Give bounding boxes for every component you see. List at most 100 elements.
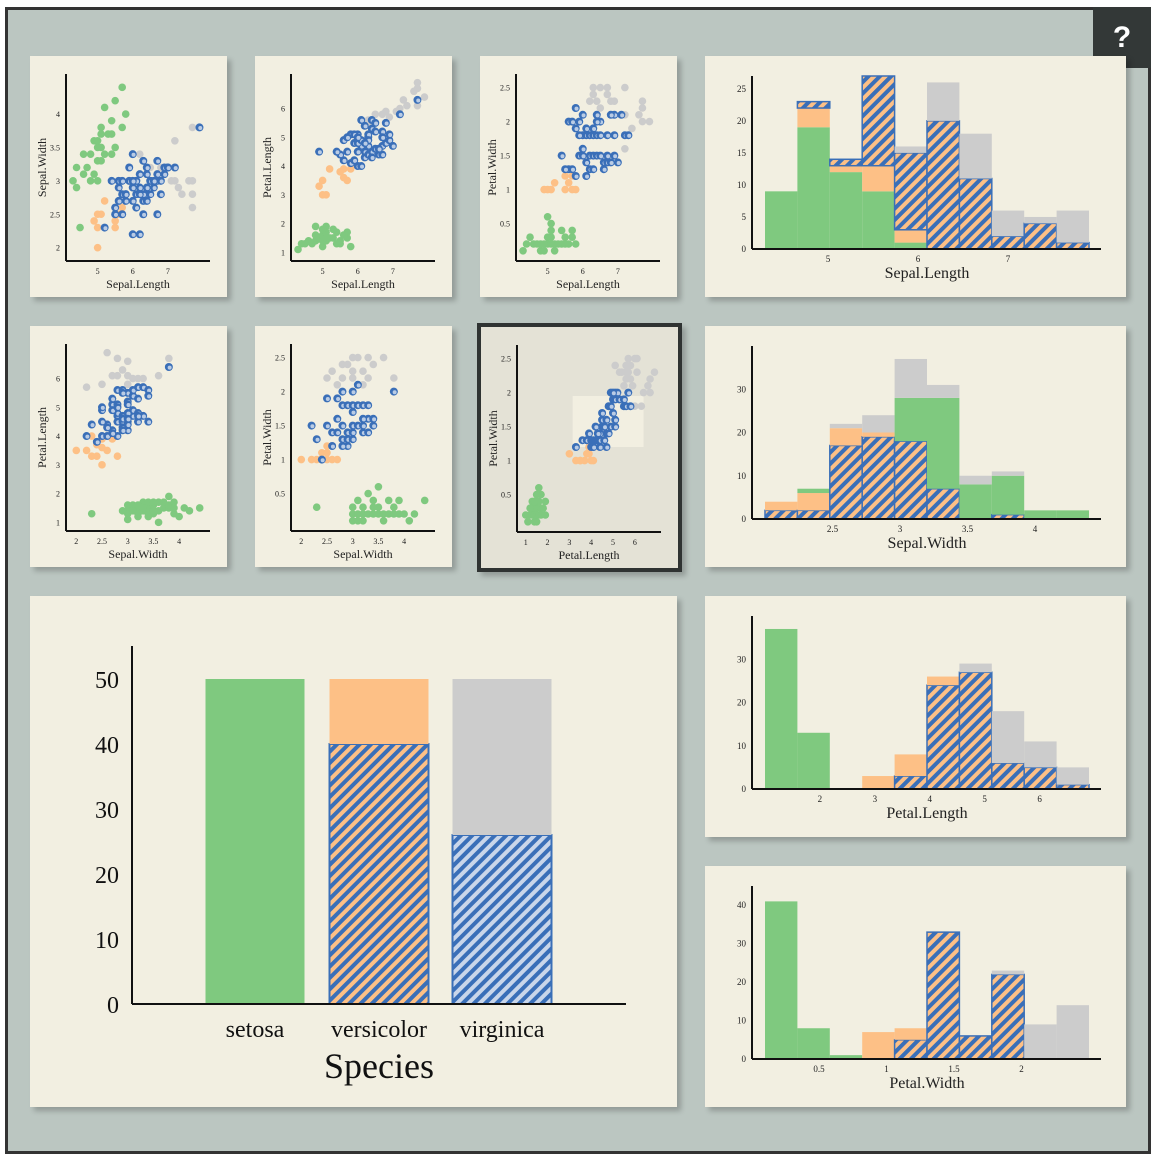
data-point-versicolor	[98, 461, 106, 469]
data-point-versicolor	[561, 172, 569, 180]
data-point-versicolor	[297, 455, 306, 464]
data-point-setosa	[354, 496, 362, 505]
data-point-versicolor	[576, 456, 585, 465]
data-point-setosa	[72, 163, 81, 172]
data-point-selected-highlight	[578, 133, 583, 138]
data-point-setosa	[374, 483, 383, 491]
data-point-selected-highlight	[613, 425, 618, 430]
histogram-panel-petal-width[interactable]: 0.5 1 1.5 2 0 10 20 30 40 Petal.Width	[705, 866, 1126, 1107]
x-tick-label: 4	[1033, 524, 1038, 534]
data-point-selected-highlight	[120, 179, 125, 184]
data-point-setosa	[524, 518, 532, 526]
data-point-virginica	[359, 367, 367, 375]
data-point-versicolor	[565, 450, 574, 458]
data-point-selected-highlight	[138, 172, 143, 177]
x-tick-label: 4	[589, 538, 593, 547]
bar-selected	[926, 120, 961, 250]
data-point-setosa	[93, 177, 102, 185]
scatter-panel-sepal-length-vs-petal-width[interactable]: 5 6 7 0.5 1 1.5 2 2.5 Sepal.Length Petal.Width	[480, 56, 677, 297]
data-point-setosa	[83, 163, 91, 172]
data-point-versicolor	[561, 185, 569, 194]
data-point-virginica	[188, 203, 197, 212]
data-point-setosa	[535, 484, 543, 492]
data-point-virginica	[171, 136, 179, 145]
bar-selected	[1023, 766, 1058, 790]
bar-virginica	[927, 82, 960, 121]
data-point-selected-highlight	[585, 127, 590, 131]
data-point-selected-highlight	[356, 383, 361, 388]
data-point-selected-highlight	[100, 420, 105, 425]
bar-selected	[893, 152, 928, 231]
y-tick-label: 30	[737, 939, 747, 949]
bar-selected	[926, 931, 961, 1060]
data-point-virginica	[323, 374, 331, 382]
bar-selected	[991, 762, 1025, 790]
data-point-setosa	[329, 225, 337, 234]
data-point-selected-highlight	[570, 167, 575, 172]
x-tick-label: 3	[351, 537, 355, 546]
y-tick-label: 15	[737, 148, 747, 158]
bar-selected	[1023, 222, 1058, 250]
data-point-selected-highlight	[116, 405, 121, 410]
x-tick-label: 7	[616, 267, 620, 276]
data-point-versicolor	[589, 456, 598, 465]
x-tick-label: 2	[74, 537, 78, 546]
data-point-versicolor	[72, 446, 81, 455]
data-point-virginica	[596, 83, 605, 92]
x-tick-label: 3.5	[962, 524, 974, 534]
data-point-selected-highlight	[613, 418, 618, 423]
x-tick-label: 2.5	[827, 524, 839, 534]
scatter-panel-sepal-length-vs-sepal-width[interactable]: 5 6 7 2 2.5 3 3.5 4 Sepal.Length Sepal.Width	[30, 56, 227, 297]
bar-selected	[991, 235, 1025, 250]
data-point-virginica	[98, 380, 106, 389]
data-point-virginica	[348, 367, 357, 375]
points-virginica	[82, 348, 173, 391]
x-axis-label: Petal.Width	[889, 1075, 964, 1092]
bar-selected	[991, 973, 1025, 1060]
category-label-versicolor: versicolor	[331, 1017, 427, 1043]
data-point-selected-highlight	[111, 408, 116, 413]
data-point-virginica	[390, 374, 398, 382]
scatter-panel-sepal-width-vs-petal-width[interactable]: 2 2.5 3 3.5 4 0.5 1 1.5 2 2.5 Sepal.Width Petal.Wid…	[255, 326, 452, 567]
data-point-virginica	[399, 96, 408, 104]
histogram-panel-sepal-length[interactable]: 5 6 7 0 5 10 15 20 25 Sepal.Length	[705, 56, 1126, 297]
data-point-selected-highlight	[320, 458, 325, 463]
data-point-selected-highlight	[620, 113, 625, 118]
histogram-panel-sepal-width[interactable]: 2.5 3 3.5 4 0 10 20 30 Sepal.Width	[705, 326, 1126, 567]
data-point-versicolor	[325, 165, 334, 173]
points-selected	[100, 123, 204, 239]
data-point-setosa	[97, 157, 105, 165]
y-axis-label: Petal.Length	[35, 407, 49, 468]
data-point-virginica	[638, 104, 647, 112]
x-axis-label: Sepal.Length	[885, 265, 970, 282]
data-point-setosa	[532, 518, 541, 526]
data-point-selected-highlight	[574, 174, 579, 179]
scatter-panel-sepal-length-vs-petal-length[interactable]: 5 6 7 1 2 3 4 5 6 Sepal.Length Petal.Length	[255, 56, 452, 297]
data-point-selected-highlight	[381, 130, 386, 135]
scatter-panel-sepal-width-vs-petal-length[interactable]: 2 2.5 3 3.5 4 1 2 3 4 5 6 Sepal.Width Petal.Length	[30, 326, 227, 567]
histogram-panel-petal-length[interactable]: 2 3 4 5 6 0 10 20 30 Petal.Length	[705, 596, 1126, 837]
data-point-selected-highlight	[147, 420, 152, 425]
y-tick-label: 0	[742, 1054, 747, 1064]
y-tick-label: 1.5	[501, 423, 511, 432]
y-tick-label: 40	[95, 733, 119, 759]
data-point-versicolor	[585, 450, 593, 458]
x-axis-label: Sepal.Width	[108, 547, 167, 561]
data-point-versicolor	[82, 446, 91, 455]
scatter-panel-petal-length-vs-petal-width[interactable]: 1 2 3 4 5 6 0.5 1 1.5 2 2.5 Petal.Length Petal.Width	[477, 323, 682, 572]
data-point-selected-highlight	[131, 232, 136, 237]
data-point-selected-highlight	[367, 133, 372, 138]
data-point-setosa	[526, 504, 534, 512]
data-point-selected-highlight	[366, 403, 371, 408]
data-point-selected-highlight	[372, 424, 377, 429]
chart-sw-pw: 2 2.5 3 3.5 40.511.522.5Sepal.WidthPetal.Wid…	[260, 344, 435, 561]
data-point-selected-highlight	[356, 150, 361, 155]
data-point-virginica	[624, 368, 633, 376]
bar-selected	[861, 436, 896, 520]
bar-setosa	[894, 242, 927, 249]
data-point-virginica	[633, 354, 641, 363]
species-bar-panel[interactable]: setosa versicolor virginica 0 10 20 30 40 50 Spec…	[30, 596, 677, 1107]
y-tick-label: 10	[95, 928, 119, 954]
y-tick-label: 30	[95, 798, 119, 824]
y-tick-label: 20	[737, 428, 747, 438]
